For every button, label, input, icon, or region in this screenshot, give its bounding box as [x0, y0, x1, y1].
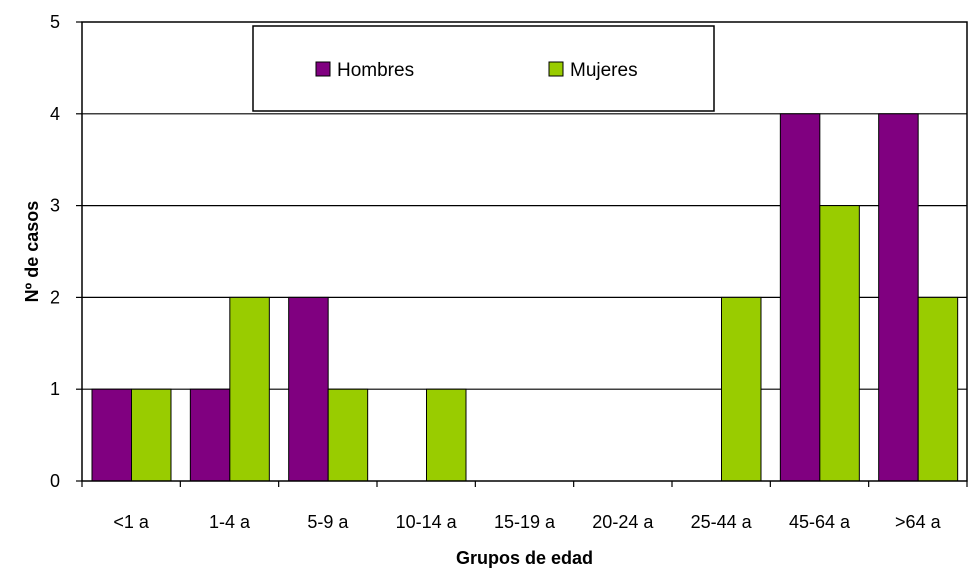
- legend-label-mujeres: Mujeres: [570, 60, 638, 81]
- y-tick-label: 4: [50, 104, 60, 124]
- y-tick-label: 0: [50, 471, 60, 491]
- bar-mujeres-3: [426, 388, 467, 482]
- legend-label-hombres: Hombres: [337, 60, 414, 81]
- legend-swatch-hombres: [315, 61, 331, 77]
- y-tick-label: 3: [50, 196, 60, 216]
- bar-hombres-2: [288, 296, 329, 482]
- x-tick-label: 15-19 a: [494, 512, 556, 532]
- bar-mujeres-1: [229, 296, 270, 482]
- legend-swatch-mujeres: [548, 61, 564, 77]
- bar-hombres-7: [779, 113, 821, 482]
- bar-mujeres-2: [327, 388, 369, 482]
- x-tick-label: 45-64 a: [789, 512, 851, 532]
- y-tick-label: 5: [50, 12, 60, 32]
- y-tick-label: 1: [50, 379, 60, 399]
- x-tick-label: <1 a: [113, 512, 150, 532]
- x-tick-label: 1-4 a: [209, 512, 251, 532]
- y-axis: 0 1 2 3 4 5: [50, 12, 82, 491]
- x-tick-label: 20-24 a: [592, 512, 654, 532]
- plot-area-border: [81, 21, 968, 482]
- bar-mujeres-0: [131, 388, 172, 482]
- bar-mujeres-8: [917, 296, 959, 482]
- bar-hombres-0: [91, 388, 132, 482]
- x-axis: <1 a 1-4 a 5-9 a 10-14 a 15-19 a 20-24 a 25-44…: [81, 481, 968, 532]
- x-axis-title: Grupos de edad: [456, 548, 593, 568]
- y-tick-label: 2: [50, 287, 60, 307]
- x-tick-label: >64 a: [895, 512, 942, 532]
- bar-mujeres-6: [721, 296, 762, 482]
- bar-mujeres-7: [819, 205, 860, 482]
- x-tick-label: 25-44 a: [691, 512, 753, 532]
- bars: [91, 113, 959, 482]
- bar-hombres-1: [189, 388, 231, 482]
- x-tick-label: 10-14 a: [396, 512, 458, 532]
- y-axis-title: Nº de casos: [22, 201, 42, 303]
- x-tick-label: 5-9 a: [307, 512, 349, 532]
- legend: Hombres Mujeres: [252, 25, 715, 112]
- bar-hombres-8: [878, 113, 919, 482]
